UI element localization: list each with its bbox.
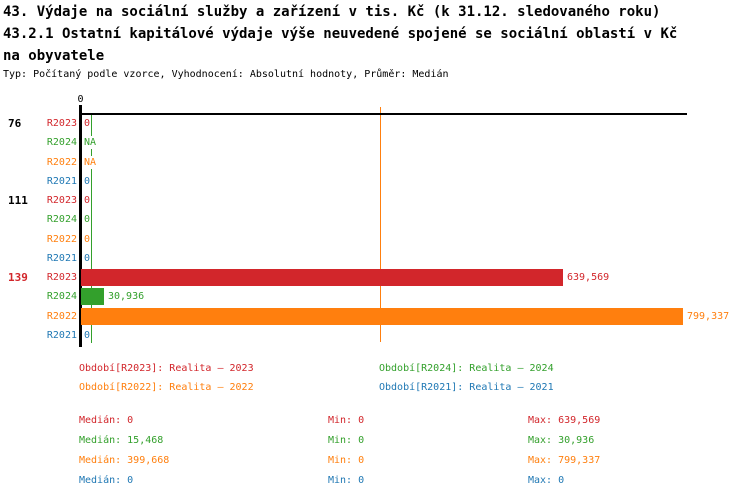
series-row-label: R2022 [46,234,77,245]
chart-row: R2024 0 [0,210,750,229]
chart-row: R2022 799,337 [0,307,750,326]
value-label: 0 [84,329,91,342]
chart-row: R2024 NA [0,133,750,152]
stat-median-r2024: Medián: 15,468 [79,435,164,446]
series-row-label: R2021 [46,176,77,187]
value-bar [81,288,104,305]
value-label: NA [84,156,97,169]
series-row-label: R2023 [46,118,77,129]
value-label: 0 [84,252,91,265]
value-label: 639,569 [567,271,610,284]
chart-row: R2021 0 [0,172,750,191]
value-label: 0 [84,194,91,207]
value-label: 0 [84,117,91,130]
series-row-label: R2024 [46,291,77,302]
series-row-label: R2022 [46,157,77,168]
value-label: 0 [84,233,91,246]
stat-max-r2022: Max: 799,337 [528,455,601,466]
series-row-label: R2023 [46,195,77,206]
series-row-label: R2021 [46,253,77,264]
series-row-label: R2021 [46,330,77,341]
x-axis-tick-zero: 0 [77,94,84,105]
chart-row: 111 R2023 0 [0,191,750,210]
group-label: 139 [8,271,28,284]
page-title-line2: 43.2.1 Ostatní kapitálové výdaje výše ne… [3,26,678,42]
stat-min-r2021: Min: 0 [328,475,365,486]
legend-item-r2024: Období[R2024]: Realita – 2024 [379,363,554,374]
series-row-label: R2024 [46,214,77,225]
page-title-line1: 43. Výdaje na sociální služby a zařízení… [3,4,661,20]
chart-row: R2021 0 [0,326,750,345]
chart-row: R2022 0 [0,230,750,249]
chart-row: 76 R2023 0 [0,114,750,133]
value-bar [81,308,683,325]
value-label: NA [84,136,97,149]
median-line-r2022 [380,107,381,342]
legend-item-r2023: Období[R2023]: Realita – 2023 [79,363,254,374]
stat-max-r2023: Max: 639,569 [528,415,601,426]
chart-subtitle: Typ: Počítaný podle vzorce, Vyhodnocení:… [3,69,449,80]
chart-row: 139 R2023 639,569 [0,268,750,287]
chart-row: R2022 NA [0,153,750,172]
value-label: 0 [84,213,91,226]
stat-min-r2023: Min: 0 [328,415,365,426]
x-axis-line [80,113,687,115]
legend-item-r2021: Období[R2021]: Realita – 2021 [379,382,554,393]
stat-median-r2021: Medián: 0 [79,475,134,486]
chart-row: R2024 30,936 [0,287,750,306]
legend-item-r2022: Období[R2022]: Realita – 2022 [79,382,254,393]
chart-row: R2021 0 [0,249,750,268]
stat-max-r2021: Max: 0 [528,475,565,486]
value-label: 799,337 [687,310,730,323]
value-bar [81,269,563,286]
page-title-line3: na obyvatele [3,48,105,64]
group-label: 76 [8,117,22,130]
median-line-r2024 [91,115,92,343]
value-label: 30,936 [108,290,145,303]
value-label: 0 [84,175,91,188]
series-row-label: R2022 [46,311,77,322]
y-axis-line [79,105,82,347]
series-row-label: R2024 [46,137,77,148]
stat-median-r2023: Medián: 0 [79,415,134,426]
stat-min-r2024: Min: 0 [328,435,365,446]
stat-max-r2024: Max: 30,936 [528,435,595,446]
group-label: 111 [8,194,28,207]
stat-min-r2022: Min: 0 [328,455,365,466]
series-row-label: R2023 [46,272,77,283]
stat-median-r2022: Medián: 399,668 [79,455,170,466]
